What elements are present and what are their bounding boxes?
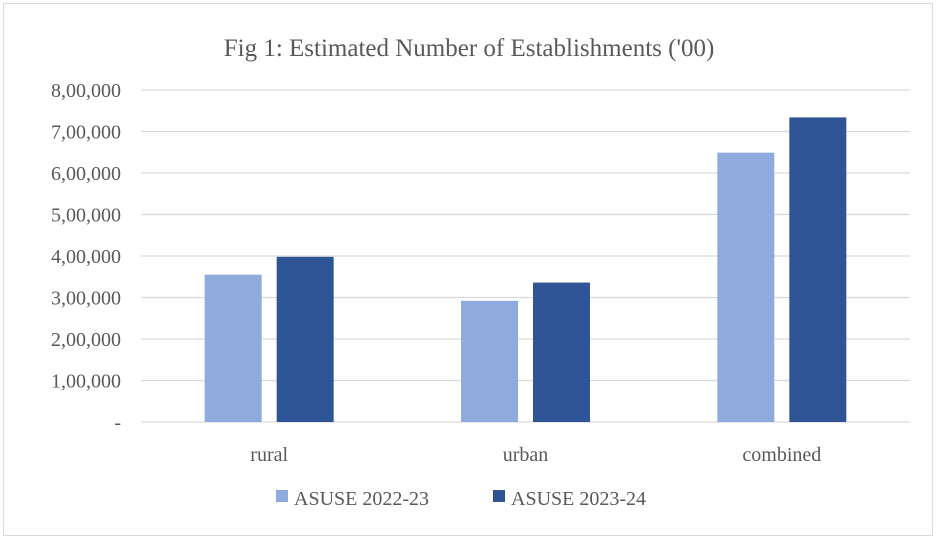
y-tick-label: 4,00,000: [51, 246, 121, 268]
bar-combined-series-2: [789, 117, 847, 422]
legend-label: ASUSE 2023-24: [511, 488, 646, 510]
y-tick-label: 3,00,000: [51, 288, 121, 310]
y-tick-label: 6,00,000: [51, 163, 121, 185]
bar-rural-series-2: [276, 256, 334, 422]
bar-urban-series-1: [461, 300, 518, 422]
bar-chart: Fig 1: Estimated Number of Establishment…: [51, 35, 910, 510]
y-tick-label: 5,00,000: [51, 205, 121, 227]
bars: [204, 117, 847, 423]
legend-swatch: [276, 490, 288, 502]
y-tick-label: -: [114, 412, 121, 434]
chart-frame: Fig 1: Estimated Number of Establishment…: [3, 3, 933, 536]
x-category-label: combined: [742, 444, 821, 466]
x-category-label: rural: [250, 444, 288, 466]
x-axis-categories: rural urban combined: [250, 444, 821, 466]
legend-label: ASUSE 2022-23: [294, 488, 429, 510]
y-tick-label: 7,00,000: [51, 122, 121, 144]
y-tick-label: 8,00,000: [51, 80, 121, 102]
y-tick-label: 2,00,000: [51, 329, 121, 351]
x-category-label: urban: [503, 444, 549, 466]
bar-combined-series-1: [717, 152, 775, 423]
bar-urban-series-2: [533, 282, 590, 422]
chart-title: Fig 1: Estimated Number of Establishment…: [224, 35, 715, 62]
legend: ASUSE 2022-23 ASUSE 2023-24: [276, 488, 646, 510]
y-axis-ticks: - 1,00,000 2,00,000 3,00,000 4,00,000 5,00,00…: [51, 80, 121, 434]
legend-swatch: [493, 490, 505, 502]
bar-rural-series-1: [204, 274, 262, 422]
y-tick-label: 1,00,000: [51, 371, 121, 393]
gridlines: [141, 89, 910, 423]
